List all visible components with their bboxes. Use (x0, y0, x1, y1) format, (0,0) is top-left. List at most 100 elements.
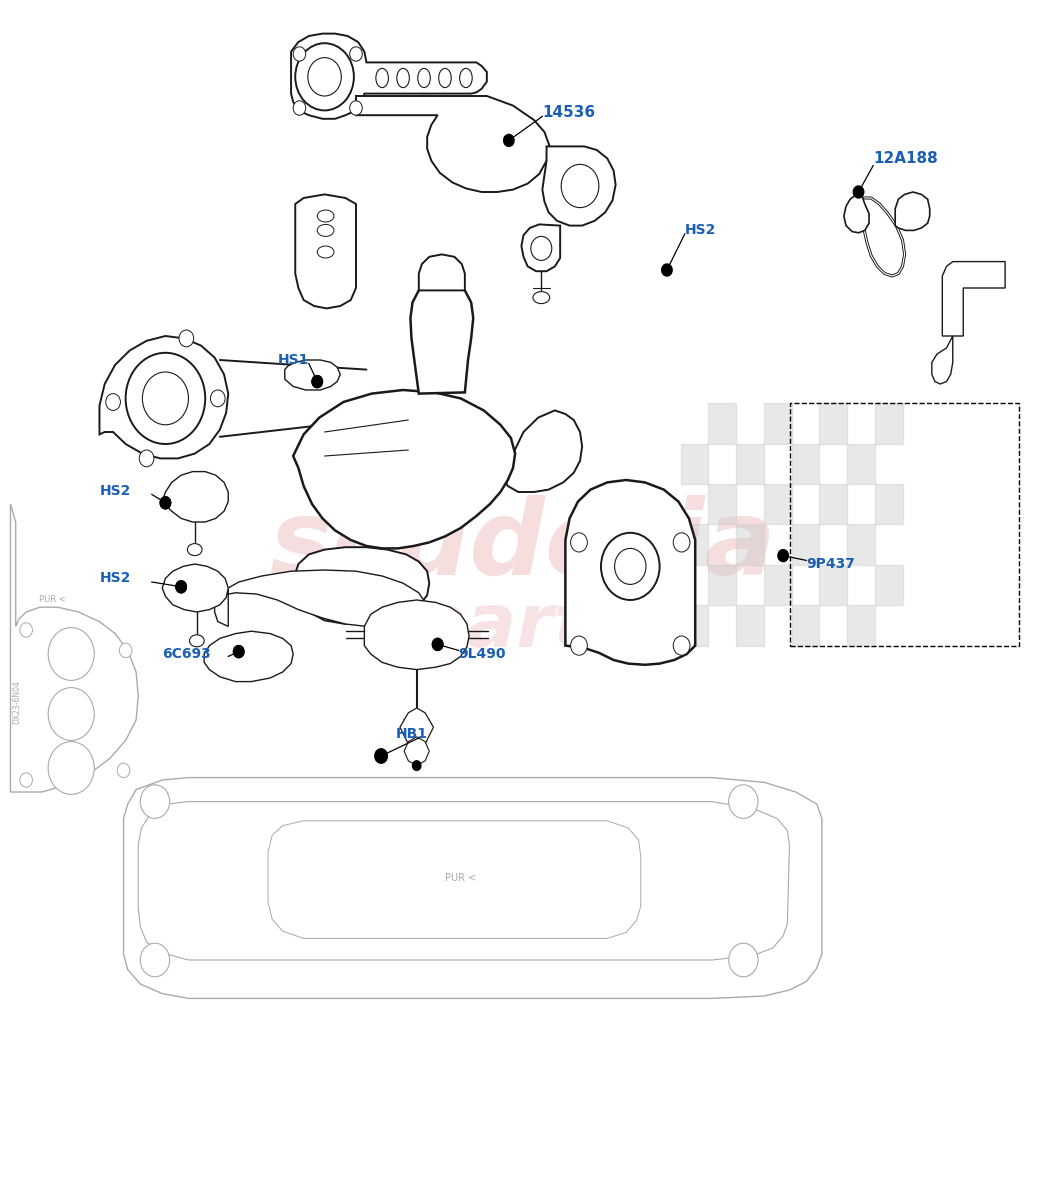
Circle shape (140, 785, 170, 818)
Circle shape (160, 497, 171, 509)
Bar (875, 403, 903, 444)
Circle shape (615, 548, 646, 584)
Circle shape (140, 943, 170, 977)
Circle shape (432, 638, 443, 650)
Bar (847, 524, 875, 565)
Circle shape (432, 638, 443, 650)
Circle shape (673, 636, 690, 655)
Circle shape (673, 533, 690, 552)
Text: PUR <: PUR < (445, 874, 476, 883)
Text: 12A188: 12A188 (873, 151, 938, 166)
Ellipse shape (460, 68, 472, 88)
Polygon shape (291, 34, 487, 119)
Circle shape (48, 628, 94, 680)
Circle shape (293, 101, 306, 115)
Bar (819, 403, 847, 444)
Polygon shape (356, 96, 550, 192)
Polygon shape (503, 410, 582, 492)
Text: PUR <: PUR < (39, 595, 66, 605)
Bar (819, 565, 847, 605)
Bar (847, 444, 875, 484)
Bar (708, 565, 736, 605)
Polygon shape (521, 224, 560, 271)
Polygon shape (844, 192, 869, 233)
Bar (792, 605, 819, 646)
Bar (792, 444, 819, 484)
Bar (708, 403, 736, 444)
Polygon shape (295, 194, 356, 308)
Ellipse shape (533, 292, 550, 304)
Circle shape (312, 376, 322, 388)
Circle shape (233, 646, 244, 658)
Text: HS2: HS2 (99, 484, 131, 498)
Circle shape (117, 763, 130, 778)
Bar (736, 444, 764, 484)
Ellipse shape (190, 635, 204, 647)
Polygon shape (565, 480, 695, 665)
Circle shape (210, 390, 225, 407)
Circle shape (350, 101, 362, 115)
Text: HS2: HS2 (685, 223, 716, 238)
Circle shape (729, 785, 758, 818)
Circle shape (729, 943, 758, 977)
Circle shape (662, 264, 672, 276)
Circle shape (233, 646, 244, 658)
Text: DX23-6N04: DX23-6N04 (13, 680, 22, 724)
Text: 9L490: 9L490 (459, 647, 506, 661)
Polygon shape (404, 737, 429, 766)
Polygon shape (419, 254, 465, 290)
Bar (792, 524, 819, 565)
Circle shape (176, 581, 186, 593)
Ellipse shape (317, 224, 334, 236)
Circle shape (142, 372, 188, 425)
Bar (681, 444, 708, 484)
Bar (764, 565, 792, 605)
Circle shape (48, 742, 94, 794)
Circle shape (312, 376, 322, 388)
Polygon shape (942, 262, 1005, 336)
Text: HS2: HS2 (99, 571, 131, 586)
Polygon shape (895, 192, 930, 230)
Circle shape (601, 533, 660, 600)
Circle shape (293, 47, 306, 61)
Circle shape (375, 749, 387, 763)
Polygon shape (215, 570, 425, 626)
Circle shape (179, 330, 194, 347)
Text: scuderia: scuderia (270, 494, 777, 596)
Ellipse shape (397, 68, 409, 88)
Text: 14536: 14536 (542, 106, 596, 120)
Ellipse shape (317, 246, 334, 258)
Circle shape (376, 750, 386, 762)
Circle shape (308, 58, 341, 96)
Circle shape (48, 688, 94, 740)
Polygon shape (162, 472, 228, 522)
Circle shape (350, 47, 362, 61)
Bar (875, 565, 903, 605)
Text: HB1: HB1 (396, 727, 428, 742)
Polygon shape (162, 564, 228, 612)
Circle shape (853, 186, 864, 198)
Bar (790, 403, 1019, 646)
Circle shape (778, 550, 788, 562)
Polygon shape (285, 360, 340, 390)
Text: parts: parts (413, 590, 634, 662)
Bar (847, 605, 875, 646)
Circle shape (160, 497, 171, 509)
Bar (736, 605, 764, 646)
Circle shape (295, 43, 354, 110)
Bar (708, 484, 736, 524)
Circle shape (571, 533, 587, 552)
Polygon shape (124, 778, 822, 998)
Text: 6C693: 6C693 (162, 647, 211, 661)
Polygon shape (932, 336, 953, 384)
Polygon shape (138, 802, 789, 960)
Polygon shape (293, 390, 515, 548)
Polygon shape (293, 547, 429, 624)
Polygon shape (400, 708, 433, 751)
Ellipse shape (418, 68, 430, 88)
Circle shape (571, 636, 587, 655)
Bar (764, 403, 792, 444)
Bar (736, 524, 764, 565)
Ellipse shape (376, 68, 388, 88)
Bar (875, 484, 903, 524)
